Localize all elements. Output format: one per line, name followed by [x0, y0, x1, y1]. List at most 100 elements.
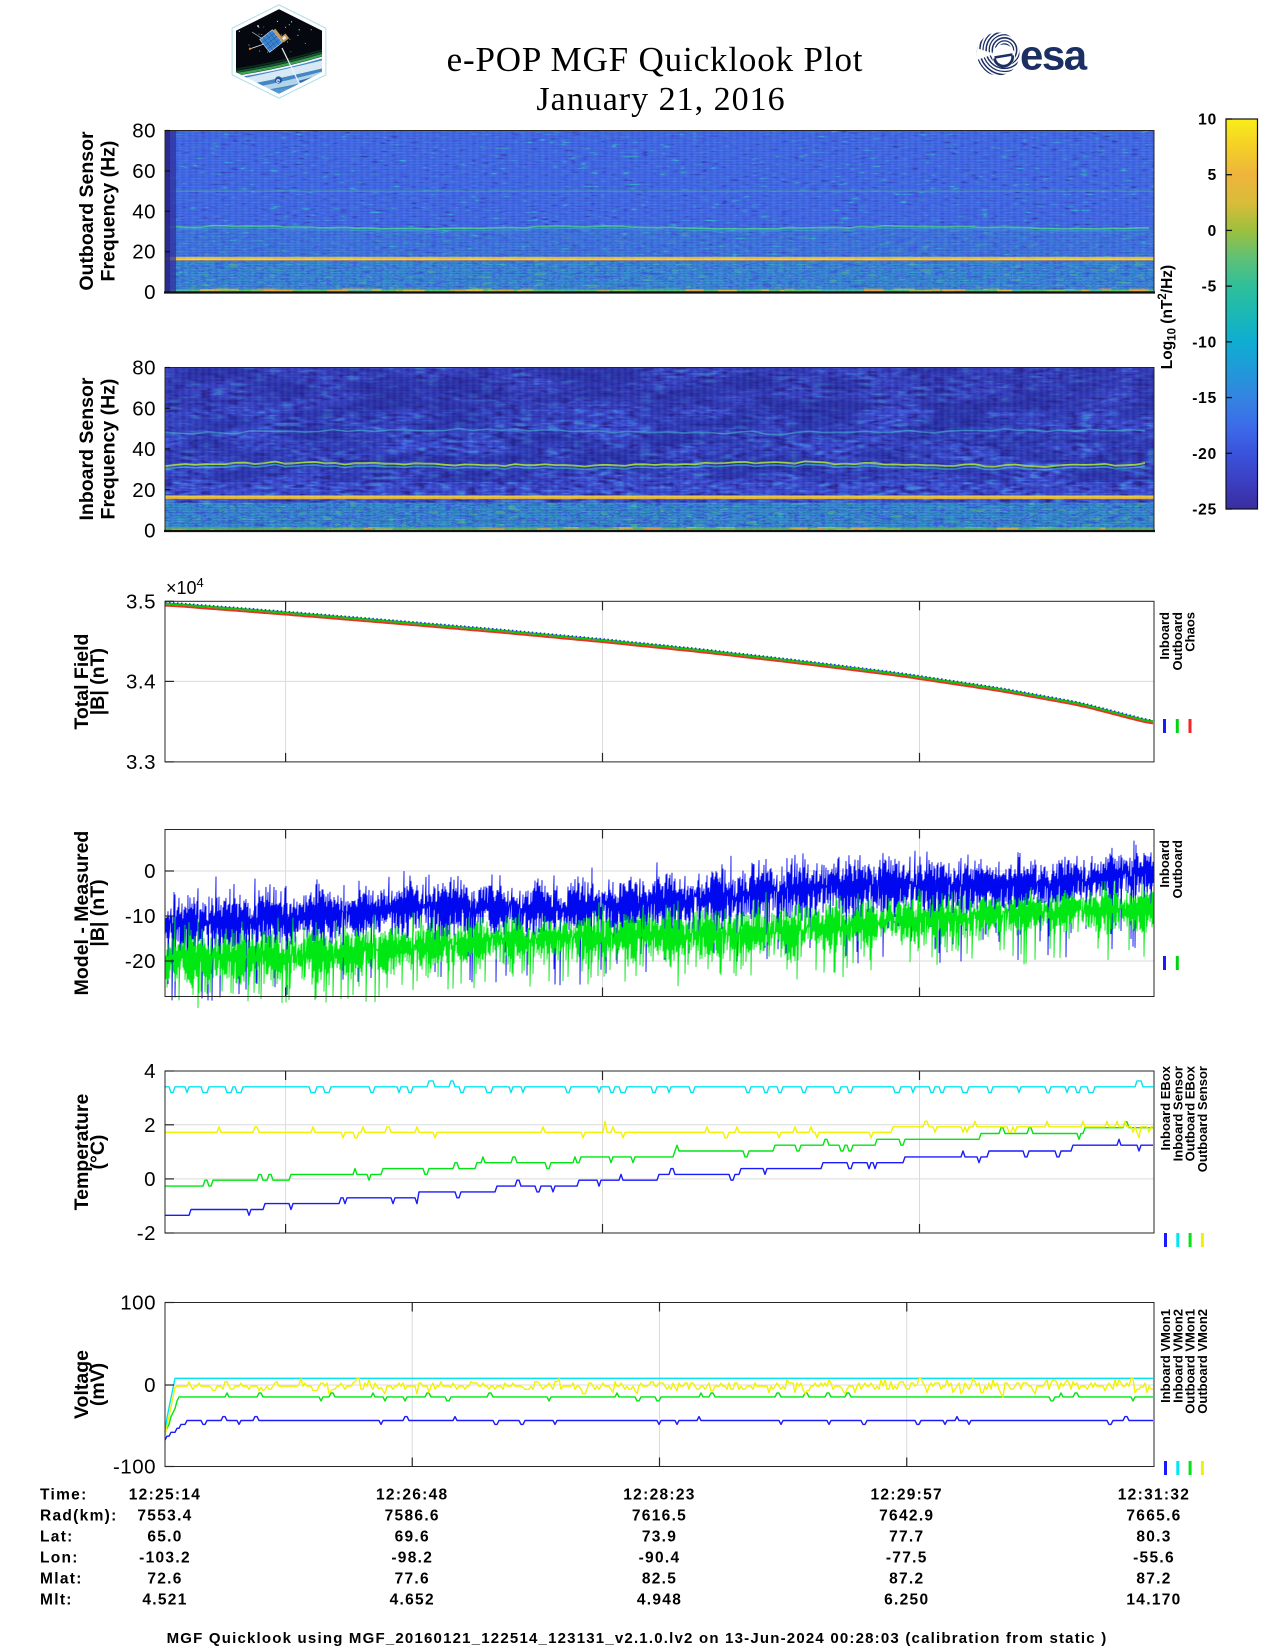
svg-text:4.948: 4.948: [637, 1592, 682, 1609]
svg-text:87.2: 87.2: [1136, 1571, 1171, 1588]
svg-text:7616.5: 7616.5: [632, 1508, 687, 1525]
svg-text:Frequency (Hz): Frequency (Hz): [98, 379, 120, 520]
svg-text:12:31:32: 12:31:32: [1118, 1487, 1190, 1504]
svg-text:0: 0: [144, 281, 156, 304]
svg-text:77.7: 77.7: [889, 1529, 924, 1546]
svg-text:60: 60: [132, 397, 156, 420]
svg-text:Log10 (nT2/Hz): Log10 (nT2/Hz): [1157, 265, 1179, 369]
svg-text:(mV): (mV): [87, 1363, 109, 1406]
svg-text:73.9: 73.9: [642, 1529, 677, 1546]
svg-text:-98.2: -98.2: [391, 1550, 433, 1567]
svg-text:87.2: 87.2: [889, 1571, 924, 1588]
svg-text:Model - Measured: Model - Measured: [71, 831, 93, 996]
svg-text:Inboard VMon1: Inboard VMon1: [1158, 1309, 1173, 1403]
svg-text:Inboard Sensor: Inboard Sensor: [1170, 1066, 1185, 1161]
svg-text:Outboard: Outboard: [1170, 840, 1185, 899]
svg-text:e-POP MGF Quicklook Plot: e-POP MGF Quicklook Plot: [447, 40, 864, 79]
svg-text:82.5: 82.5: [642, 1571, 677, 1588]
svg-text:esa: esa: [1020, 32, 1088, 79]
svg-text:-5: -5: [1202, 279, 1217, 296]
svg-text:6.250: 6.250: [884, 1592, 929, 1609]
svg-text:-25: -25: [1192, 502, 1217, 519]
svg-text:4.521: 4.521: [142, 1592, 187, 1609]
svg-text:Lat:: Lat:: [40, 1529, 74, 1546]
svg-text:10: 10: [1198, 112, 1217, 129]
svg-text:7642.9: 7642.9: [879, 1508, 934, 1525]
svg-text:×104: ×104: [166, 575, 204, 598]
svg-text:CASSIOPE: CASSIOPE: [259, 89, 299, 96]
svg-text:Mlat:: Mlat:: [40, 1571, 83, 1588]
svg-text:0: 0: [144, 520, 156, 543]
svg-text:65.0: 65.0: [147, 1529, 182, 1546]
svg-text:Time:: Time:: [40, 1487, 88, 1504]
svg-text:|B| (nT): |B| (nT): [87, 879, 109, 946]
svg-text:3.5: 3.5: [126, 590, 156, 613]
svg-text:-55.6: -55.6: [1133, 1550, 1175, 1567]
svg-text:-10: -10: [1192, 334, 1217, 351]
svg-text:Lon:: Lon:: [40, 1550, 79, 1567]
svg-text:3.3: 3.3: [126, 751, 156, 774]
svg-text:Outboard VMon1: Outboard VMon1: [1183, 1309, 1198, 1414]
svg-text:69.6: 69.6: [395, 1529, 430, 1546]
svg-text:Frequency (Hz): Frequency (Hz): [98, 141, 120, 282]
svg-text:-20: -20: [1192, 446, 1217, 463]
svg-text:40: 40: [132, 438, 156, 461]
svg-text:Inboard Sensor: Inboard Sensor: [76, 377, 98, 520]
svg-text:4: 4: [144, 1060, 156, 1083]
svg-text:100: 100: [120, 1292, 156, 1315]
svg-text:-100: -100: [113, 1456, 156, 1479]
svg-text:MGF Quicklook using MGF_201601: MGF Quicklook using MGF_20160121_122514_…: [167, 1630, 1108, 1647]
svg-text:Outboard Sensor: Outboard Sensor: [1195, 1066, 1210, 1172]
svg-text:-10: -10: [125, 905, 156, 928]
svg-text:Outboard Sensor: Outboard Sensor: [76, 131, 98, 291]
svg-text:Outboard EBox: Outboard EBox: [1183, 1065, 1198, 1161]
svg-text:-15: -15: [1192, 390, 1217, 407]
svg-text:77.6: 77.6: [395, 1571, 430, 1588]
svg-text:14.170: 14.170: [1126, 1592, 1181, 1609]
svg-text:-20: -20: [125, 950, 156, 973]
svg-text:Inboard VMon2: Inboard VMon2: [1170, 1309, 1185, 1403]
svg-text:20: 20: [132, 241, 156, 264]
svg-text:4.652: 4.652: [390, 1592, 435, 1609]
svg-text:Outboard VMon2: Outboard VMon2: [1195, 1309, 1210, 1414]
svg-text:(°C): (°C): [87, 1135, 109, 1170]
svg-text:80.3: 80.3: [1136, 1529, 1171, 1546]
svg-text:-77.5: -77.5: [886, 1550, 928, 1567]
svg-text:0: 0: [144, 1168, 156, 1191]
svg-text:0: 0: [1208, 223, 1217, 240]
svg-text:Temperature: Temperature: [71, 1094, 93, 1211]
svg-text:72.6: 72.6: [147, 1571, 182, 1588]
svg-text:12:29:57: 12:29:57: [871, 1487, 943, 1504]
svg-text:Outboard: Outboard: [1170, 612, 1185, 671]
svg-text:Inboard: Inboard: [1157, 840, 1172, 888]
svg-text:12:28:23: 12:28:23: [623, 1487, 695, 1504]
svg-text:0: 0: [144, 1374, 156, 1397]
svg-text:3.4: 3.4: [126, 670, 156, 693]
svg-text:7665.6: 7665.6: [1126, 1508, 1181, 1525]
svg-text:80: 80: [132, 120, 156, 143]
svg-text:Total Field: Total Field: [71, 634, 93, 730]
svg-text:20: 20: [132, 479, 156, 502]
svg-text:Inboard: Inboard: [1157, 612, 1172, 660]
svg-text:2: 2: [144, 1114, 156, 1137]
svg-text:Chaos: Chaos: [1183, 612, 1198, 652]
svg-text:40: 40: [132, 200, 156, 223]
svg-text:12:25:14: 12:25:14: [129, 1487, 201, 1504]
svg-text:5: 5: [1208, 167, 1217, 184]
svg-text:-2: -2: [137, 1222, 156, 1245]
svg-text:Voltage: Voltage: [71, 1350, 93, 1419]
svg-text:January 21, 2016: January 21, 2016: [536, 81, 785, 118]
svg-text:|B| (nT): |B| (nT): [87, 648, 109, 715]
svg-text:-90.4: -90.4: [639, 1550, 681, 1567]
svg-text:e: e: [276, 76, 280, 85]
svg-text:80: 80: [132, 357, 156, 380]
svg-text:Rad(km):: Rad(km):: [40, 1508, 118, 1525]
svg-text:0: 0: [144, 860, 156, 883]
svg-text:7586.6: 7586.6: [385, 1508, 440, 1525]
svg-text:Mlt:: Mlt:: [40, 1592, 73, 1609]
svg-text:-103.2: -103.2: [139, 1550, 191, 1567]
svg-text:60: 60: [132, 160, 156, 183]
svg-text:Inboard EBox: Inboard EBox: [1158, 1065, 1173, 1150]
svg-text:12:26:48: 12:26:48: [376, 1487, 448, 1504]
svg-text:7553.4: 7553.4: [137, 1508, 192, 1525]
